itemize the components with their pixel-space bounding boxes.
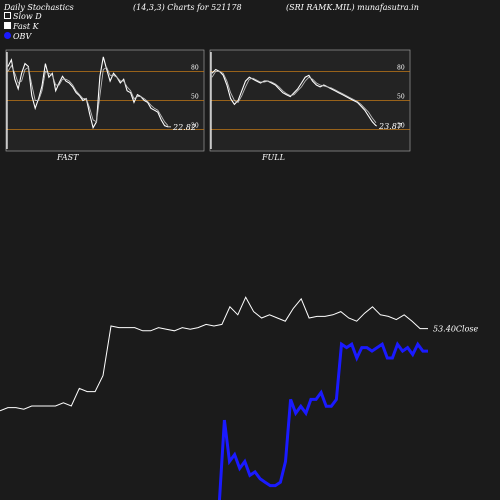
legend-obv: OBV: [4, 32, 31, 41]
full-series-full-d: [211, 70, 377, 124]
chart-parameters: (14,3,3) Charts for 521178: [133, 3, 242, 12]
legend-fast-k-label: Fast K: [13, 22, 39, 31]
fast-y-tick-20: 20: [191, 123, 199, 130]
full-end-label: 23.87: [378, 122, 403, 131]
legend-slow-d-label: Slow D: [13, 12, 42, 21]
full-panel-label: FULL: [262, 153, 285, 162]
fast-series-slow-d: [7, 64, 169, 126]
obv-line: [217, 341, 428, 500]
full-y-tick-50: 50: [397, 94, 405, 101]
close-price-line: [0, 296, 428, 412]
fast-panel-label: FAST: [57, 153, 79, 162]
chart-symbol: (SRI RAMK.MIL) munafasutra.in: [286, 3, 419, 12]
full-series-full-k: [211, 68, 377, 127]
close-end-label: 53.40Close: [433, 325, 479, 334]
legend-obv-label: OBV: [13, 32, 32, 41]
fast-y-tick-50: 50: [191, 94, 199, 101]
legend-slow-d: Slow D: [4, 12, 42, 21]
full-y-tick-20: 20: [397, 123, 405, 130]
fast-k-swatch-icon: [4, 22, 11, 29]
chart-title: Daily Stochastics: [4, 3, 74, 12]
fast-y-tick-80: 80: [191, 64, 199, 71]
full-y-tick-80: 80: [397, 64, 405, 71]
slow-d-swatch-icon: [4, 12, 11, 19]
legend-fast-k: Fast K: [4, 22, 39, 31]
fast-end-label: 22.82: [172, 123, 196, 132]
obv-swatch-icon: [4, 32, 11, 39]
